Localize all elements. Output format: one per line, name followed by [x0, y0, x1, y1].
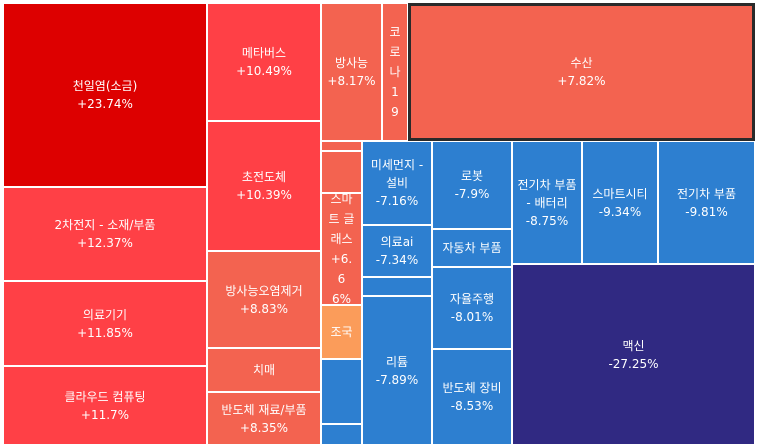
theme-name: 미세먼지 - 설비: [370, 158, 424, 190]
theme-name: 전기차 부품 - 배터리: [517, 177, 577, 210]
theme-tile-covid19[interactable]: 코로나19: [382, 3, 408, 141]
theme-tile-joguk[interactable]: 조국: [321, 305, 362, 359]
theme-name: 2차전지 - 소재/부품: [54, 218, 156, 232]
theme-change: -27.25%: [608, 356, 659, 371]
theme-tile-auto-parts[interactable]: 자동차 부품: [432, 229, 512, 267]
theme-change: +8.35%: [239, 420, 289, 435]
theme-change: -9.81%: [685, 204, 728, 219]
theme-change: +8.17%: [327, 74, 376, 88]
theme-name: 스마트시티: [592, 186, 648, 201]
theme-tile-secondary-battery-materials[interactable]: 2차전지 - 소재/부품 +12.37%: [3, 187, 207, 281]
theme-tile-fine-dust-equipment[interactable]: 미세먼지 - 설비 -7.16%: [362, 141, 432, 225]
theme-name: 방사능오염제거: [225, 283, 303, 298]
theme-change: -8.53%: [450, 399, 494, 413]
theme-change: -7.9%: [454, 187, 490, 201]
theme-tile-smart-glass[interactable]: 스마트 글래스 +6.66%: [321, 193, 362, 305]
theme-tile-dementia[interactable]: 치매: [207, 348, 321, 392]
theme-tile-fisheries[interactable]: 수산 +7.82%: [408, 3, 755, 141]
theme-tile-cloud-computing[interactable]: 클라우드 컴퓨팅 +11.7%: [3, 366, 207, 445]
theme-tile-lithium[interactable]: 리튬 -7.89%: [362, 296, 432, 445]
theme-tile-semiconductor-equipment[interactable]: 반도체 장비 -8.53%: [432, 349, 512, 445]
theme-change: +23.74%: [77, 97, 133, 111]
theme-change: -7.16%: [375, 194, 419, 208]
theme-name: 맥신: [622, 338, 645, 353]
theme-tile-medical-ai[interactable]: 의료ai -7.34%: [362, 225, 432, 277]
theme-name: 코로나19: [389, 25, 401, 119]
theme-tile-small[interactable]: [362, 277, 432, 296]
theme-name: 방사능: [334, 56, 369, 70]
theme-tile-robot[interactable]: 로봇 -7.9%: [432, 141, 512, 229]
theme-name: 반도체 장비: [442, 381, 502, 395]
theme-tile-smart-city[interactable]: 스마트시티 -9.34%: [582, 141, 658, 264]
theme-name: 조국: [330, 325, 353, 339]
theme-tile-autonomous-driving[interactable]: 자율주행 -8.01%: [432, 267, 512, 349]
theme-change: -9.34%: [598, 204, 642, 219]
theme-name: 초전도체: [241, 170, 287, 184]
theme-tile-superconductor[interactable]: 초전도체 +10.39%: [207, 121, 321, 251]
theme-tile-medical-devices[interactable]: 의료기기 +11.85%: [3, 281, 207, 366]
theme-change: +6.66%: [330, 252, 353, 305]
theme-change: -8.75%: [525, 213, 569, 228]
theme-change: -8.01%: [450, 310, 494, 324]
theme-name: 자율주행: [449, 292, 495, 306]
theme-name: 스마트 글래스: [328, 193, 355, 246]
theme-change: -7.34%: [375, 253, 419, 267]
theme-tile-radiation-decontamination[interactable]: 방사능오염제거 +8.83%: [207, 251, 321, 348]
theme-tile-ev-parts-battery[interactable]: 전기차 부품 - 배터리 -8.75%: [512, 141, 582, 264]
theme-tile-radioactivity[interactable]: 방사능 +8.17%: [321, 3, 382, 141]
theme-name: 수산: [570, 56, 593, 70]
theme-name: 자동차 부품: [442, 241, 502, 255]
theme-tile-mxene[interactable]: 맥신 -27.25%: [512, 264, 755, 445]
theme-change: +10.49%: [236, 64, 292, 78]
theme-name: 클라우드 컴퓨팅: [64, 389, 146, 404]
theme-tile-ev-parts[interactable]: 전기차 부품 -9.81%: [658, 141, 755, 264]
theme-name: 의료ai: [380, 235, 414, 249]
theme-name: 치매: [252, 363, 276, 377]
theme-tile-small[interactable]: [321, 141, 362, 151]
theme-change: +11.85%: [77, 325, 133, 340]
theme-tile-metaverse[interactable]: 메타버스 +10.49%: [207, 3, 321, 121]
theme-tile-small[interactable]: [321, 151, 362, 193]
theme-name: 로봇: [460, 169, 484, 183]
theme-change: +7.82%: [557, 74, 606, 88]
theme-name: 천일염(소금): [72, 79, 138, 93]
theme-tile-cheonilyeom[interactable]: 천일염(소금) +23.74%: [3, 3, 207, 187]
theme-tile-semiconductor-materials[interactable]: 반도체 재료/부품 +8.35%: [207, 392, 321, 445]
theme-name: 반도체 재료/부품: [221, 402, 307, 417]
theme-name: 전기차 부품: [676, 186, 736, 201]
theme-name: 메타버스: [241, 46, 287, 60]
theme-name: 리튬: [385, 354, 409, 369]
theme-tile-small[interactable]: [321, 359, 362, 424]
theme-tile-small[interactable]: [321, 424, 362, 445]
theme-change: +10.39%: [236, 188, 292, 202]
theme-change: +12.37%: [77, 236, 133, 250]
theme-change: +11.7%: [80, 407, 130, 422]
theme-change: -7.89%: [375, 372, 419, 387]
theme-change: +8.83%: [239, 301, 289, 316]
theme-name: 의료기기: [82, 307, 128, 322]
